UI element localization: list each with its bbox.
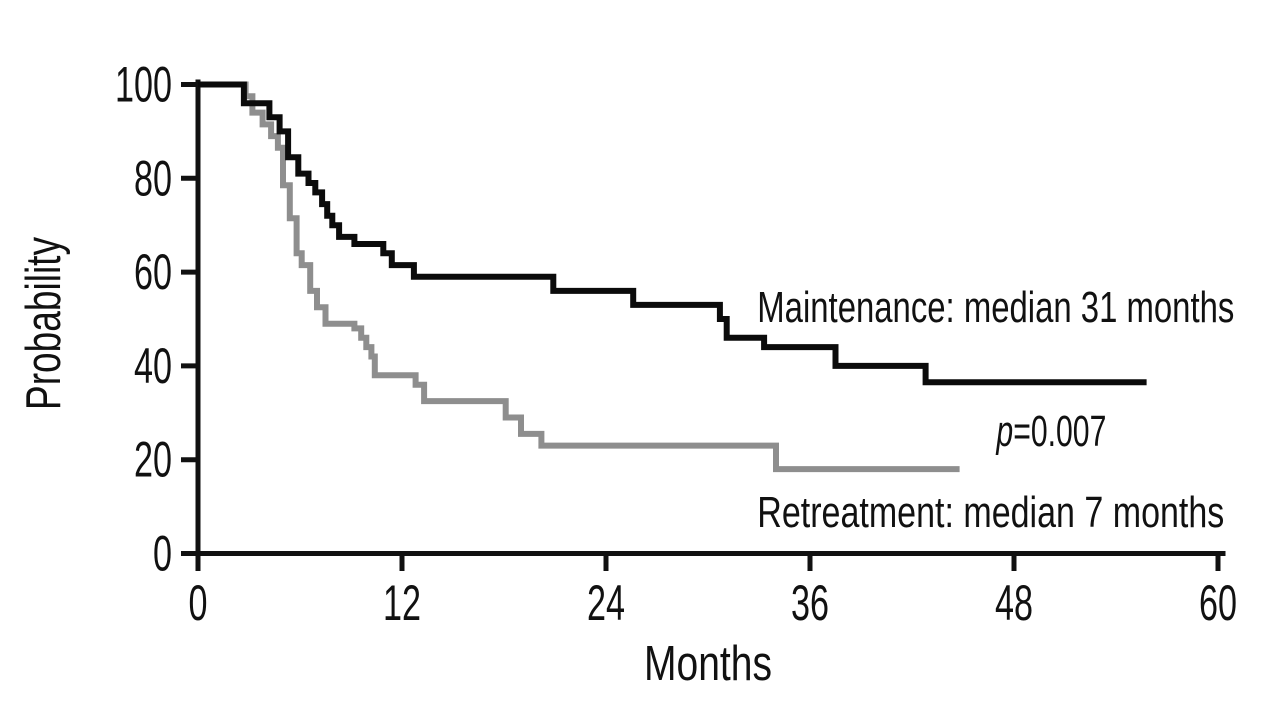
y-tick-label: 20 — [134, 432, 172, 488]
x-tick-label: 60 — [1199, 575, 1237, 631]
x-tick-label: 48 — [995, 575, 1033, 631]
retreatment-series-label: Retreatment: median 7 months — [757, 488, 1224, 537]
x-axis-ticks — [195, 553, 1221, 571]
maintenance-curve — [198, 81, 1147, 386]
y-axis-title: Probability — [17, 237, 71, 410]
p-value-italic-p: p — [995, 407, 1013, 456]
x-tick-label: 36 — [791, 575, 829, 631]
x-tick-label: 0 — [189, 575, 208, 631]
y-tick-label: 0 — [153, 526, 172, 582]
p-value-label: p=0.007 — [995, 407, 1106, 456]
y-tick-label: 40 — [134, 338, 172, 394]
y-tick-label: 100 — [115, 57, 172, 113]
maintenance-series-label: Maintenance: median 31 months — [757, 283, 1234, 332]
x-tick-label: 24 — [587, 575, 625, 631]
x-axis-tick-labels: 0 12 24 36 48 60 — [189, 575, 1238, 631]
y-axis-ticks — [181, 82, 198, 556]
x-tick-label: 12 — [383, 575, 421, 631]
y-tick-label: 60 — [134, 244, 172, 300]
p-value-number: =0.007 — [1013, 407, 1106, 456]
y-axis-tick-labels: 0 20 40 60 80 100 — [115, 57, 172, 582]
y-tick-label: 80 — [134, 150, 172, 206]
x-axis-title: Months — [644, 637, 772, 691]
retreatment-curve — [198, 81, 960, 473]
